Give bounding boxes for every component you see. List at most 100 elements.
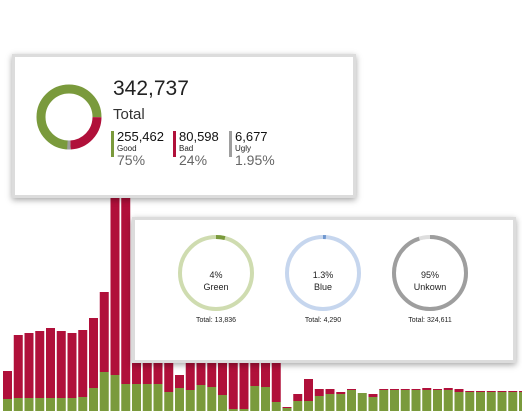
stat-ugly-percent: 1.95% [235,152,275,168]
stat-ugly: 6,677 Ugly 1.95% [229,129,275,169]
ring-unknown-name: Unkown [413,282,447,292]
bar-9-segment-1 [99,292,109,372]
bar-1-segment-1 [13,335,23,398]
bar-25-segment-1 [271,349,281,402]
bar-11-segment-0 [121,384,131,411]
ring-unknown-percent: 95% [420,270,439,280]
bar-23-segment-0 [250,386,260,411]
color-breakdown-card: 4% Green Total: 13,836 1.3% Blue Total: … [132,217,516,363]
bar-46-segment-0 [497,392,507,411]
ring-blue-total: Total: 4,290 [304,317,342,324]
bar-15-segment-0 [164,392,174,411]
bar-45-segment-1 [486,391,496,392]
stat-good: 255,462 Good 75% [111,129,164,169]
ring-unknown-chart [392,235,468,311]
bar-38-segment-1 [411,389,421,390]
stat-ugly-bar [229,131,232,157]
bar-43-segment-1 [465,391,475,392]
stat-ugly-value: 6,677 [235,129,268,144]
bar-47-segment-0 [508,392,518,411]
bar-39-segment-1 [422,388,432,390]
bar-45-segment-0 [486,392,496,411]
bar-37-segment-0 [400,390,410,411]
bar-0-segment-0 [3,399,12,411]
bar-42-segment-1 [454,389,464,392]
ring-unknown: 95% Unkown Total: 324,611 [385,233,475,324]
bar-29-segment-1 [314,389,324,396]
bar-7-segment-0 [78,397,88,411]
stat-bad-label: Bad [179,144,194,153]
bar-38-segment-0 [411,390,421,411]
bar-23-segment-1 [250,346,260,386]
bar-6-segment-1 [67,333,77,398]
ring-progress-arc [392,235,468,311]
stat-good-percent: 75% [117,152,146,168]
stat-good-value: 255,462 [117,129,164,144]
stat-bad-percent: 24% [179,152,208,168]
bar-40-segment-0 [433,390,442,411]
stat-bad-value: 80,598 [179,129,219,144]
bar-19-segment-0 [207,387,217,411]
bar-7-segment-1 [78,330,88,397]
bar-27-segment-0 [293,401,303,411]
bar-5-segment-1 [56,331,66,398]
bar-5-segment-0 [56,398,66,411]
bar-26-segment-1 [282,407,292,408]
bar-4-segment-1 [46,328,55,398]
bar-20-segment-1 [218,345,227,395]
bar-43-segment-0 [465,392,475,411]
bar-2-segment-1 [24,333,34,398]
bar-0-segment-1 [3,371,12,399]
bar-33-segment-0 [357,393,367,411]
bar-21-segment-0 [228,409,238,411]
stat-bad: 80,598 Bad 24% [173,129,219,169]
bar-11-segment-1 [121,174,131,384]
bar-30-segment-0 [325,394,335,411]
bar-9-segment-0 [99,372,109,411]
bar-6-segment-0 [67,398,77,411]
bar-3-segment-0 [35,398,45,411]
bar-28-segment-1 [304,379,313,401]
bar-36-segment-1 [390,389,399,390]
ring-blue-chart [285,235,361,311]
bar-10-segment-0 [110,375,120,411]
donut-segment-2 [36,84,102,150]
bar-21-segment-1 [228,358,238,409]
bar-35-segment-0 [379,390,389,411]
bar-36-segment-0 [390,390,399,411]
bar-4-segment-0 [46,398,55,411]
bar-1-segment-0 [13,398,23,411]
ring-green-chart [178,235,254,311]
summary-donut-chart [36,84,102,150]
ring-blue: 1.3% Blue Total: 4,290 [278,233,368,324]
bar-35-segment-1 [379,389,389,390]
bar-13-segment-0 [142,384,152,411]
bar-34-segment-0 [368,397,378,411]
bar-28-segment-0 [304,401,313,411]
ring-progress-arc [285,235,361,311]
bar-44-segment-0 [476,392,485,411]
bar-15-segment-1 [164,342,174,392]
bar-16-segment-1 [175,375,184,388]
bar-27-segment-1 [293,394,303,401]
bar-42-segment-0 [454,392,464,411]
bar-3-segment-1 [35,331,45,398]
ring-blue-percent: 1.3% [312,270,334,280]
bar-22-segment-1 [239,356,249,409]
total-label: Total [113,106,145,123]
total-value: 342,737 [113,77,189,100]
stat-good-bar [111,131,114,157]
bar-32-segment-0 [347,390,356,411]
bar-30-segment-1 [325,389,335,394]
ring-green-total: Total: 13,836 [195,317,237,324]
stat-bad-bar [173,131,176,157]
bar-34-segment-1 [368,394,378,397]
stat-ugly-label: Ugly [235,144,252,153]
bar-2-segment-0 [24,398,34,411]
bar-29-segment-0 [314,396,324,411]
bar-31-segment-1 [336,392,346,394]
bar-22-segment-0 [239,409,249,411]
bar-14-segment-0 [153,384,163,411]
bar-46-segment-1 [497,391,507,392]
bar-12-segment-0 [132,384,141,411]
